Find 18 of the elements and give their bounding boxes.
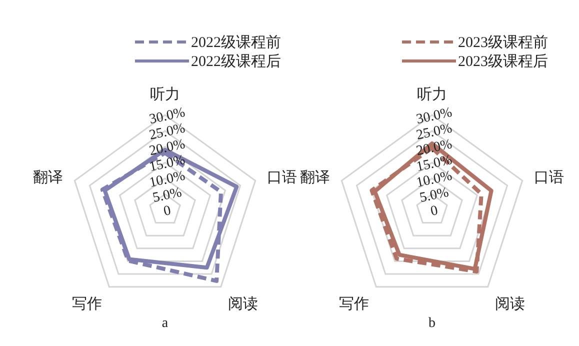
text: a xyxy=(162,316,169,331)
spoke-label: 阅读 xyxy=(494,296,525,313)
spoke-label: 阅读 xyxy=(228,296,258,313)
text: b xyxy=(428,316,436,331)
spoke-label: 翻译 xyxy=(33,168,64,186)
spoke-label: 翻译 xyxy=(300,168,330,186)
spoke-label: 口语 xyxy=(534,168,564,186)
spoke-label: 口语 xyxy=(266,168,297,186)
spoke-label: 写作 xyxy=(72,296,102,313)
legend-label: 2022级课程后 xyxy=(191,53,281,70)
legend-label: 2023级课程前 xyxy=(458,34,548,51)
legend-label: 2022级课程前 xyxy=(191,34,281,51)
spoke-label: 写作 xyxy=(339,296,370,313)
y-tick-label: 0 xyxy=(162,203,172,220)
spoke-label: 听力 xyxy=(417,86,447,103)
y-tick-label: 0 xyxy=(429,203,440,220)
legend-label: 2023级课程后 xyxy=(458,53,548,70)
spoke-label: 听力 xyxy=(150,86,180,103)
